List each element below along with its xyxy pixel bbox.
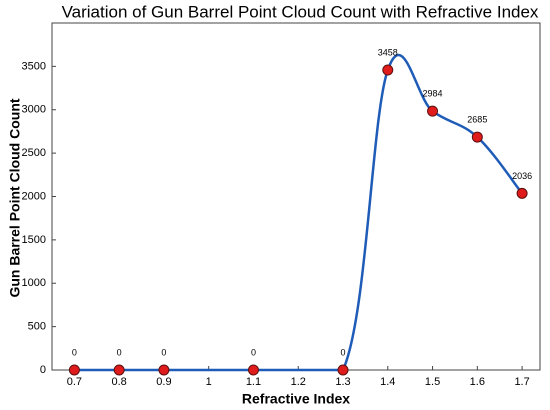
x-tick-label: 1.6 — [470, 376, 485, 388]
data-point — [427, 105, 439, 117]
data-point — [68, 364, 80, 376]
data-point — [247, 364, 259, 376]
data-label: 0 — [161, 347, 166, 357]
x-tick-label: 1.2 — [291, 376, 306, 388]
data-point — [158, 364, 170, 376]
y-tick-label: 1500 — [22, 234, 46, 246]
data-point — [382, 64, 394, 76]
x-axis-label: Refractive Index — [242, 391, 350, 407]
data-point — [516, 187, 528, 199]
x-tick-label: 1.7 — [514, 376, 529, 388]
data-point — [337, 364, 349, 376]
data-label: 0 — [72, 347, 77, 357]
x-tick-label: 1.1 — [246, 376, 261, 388]
y-tick-label: 2500 — [22, 147, 46, 159]
x-tick-label: 1.5 — [425, 376, 440, 388]
x-tick-label: 1 — [206, 376, 212, 388]
data-line — [74, 53, 524, 372]
x-tick-label: 0.9 — [156, 376, 171, 388]
x-tick-label: 0.7 — [67, 376, 82, 388]
data-label: 2984 — [423, 89, 443, 99]
y-tick-label: 0 — [40, 364, 46, 376]
data-label: 2685 — [467, 114, 487, 124]
y-tick-label: 3000 — [22, 104, 46, 116]
data-label: 0 — [341, 347, 346, 357]
y-tick-label: 500 — [28, 321, 46, 333]
data-label: 0 — [117, 347, 122, 357]
y-tick-label: 1000 — [22, 277, 46, 289]
plot-area — [51, 22, 541, 371]
data-label: 3458 — [378, 47, 398, 57]
data-label: 0 — [251, 347, 256, 357]
data-label: 2036 — [512, 171, 532, 181]
chart-title: Variation of Gun Barrel Point Cloud Coun… — [62, 2, 539, 21]
y-axis-label: Gun Barrel Point Cloud Count — [7, 98, 23, 297]
x-tick-label: 1.4 — [380, 376, 395, 388]
data-point — [113, 364, 125, 376]
y-tick-label: 2000 — [22, 190, 46, 202]
x-tick-label: 0.8 — [112, 376, 127, 388]
data-point — [471, 131, 483, 143]
x-tick-label: 1.3 — [335, 376, 350, 388]
y-tick-label: 3500 — [22, 60, 46, 72]
